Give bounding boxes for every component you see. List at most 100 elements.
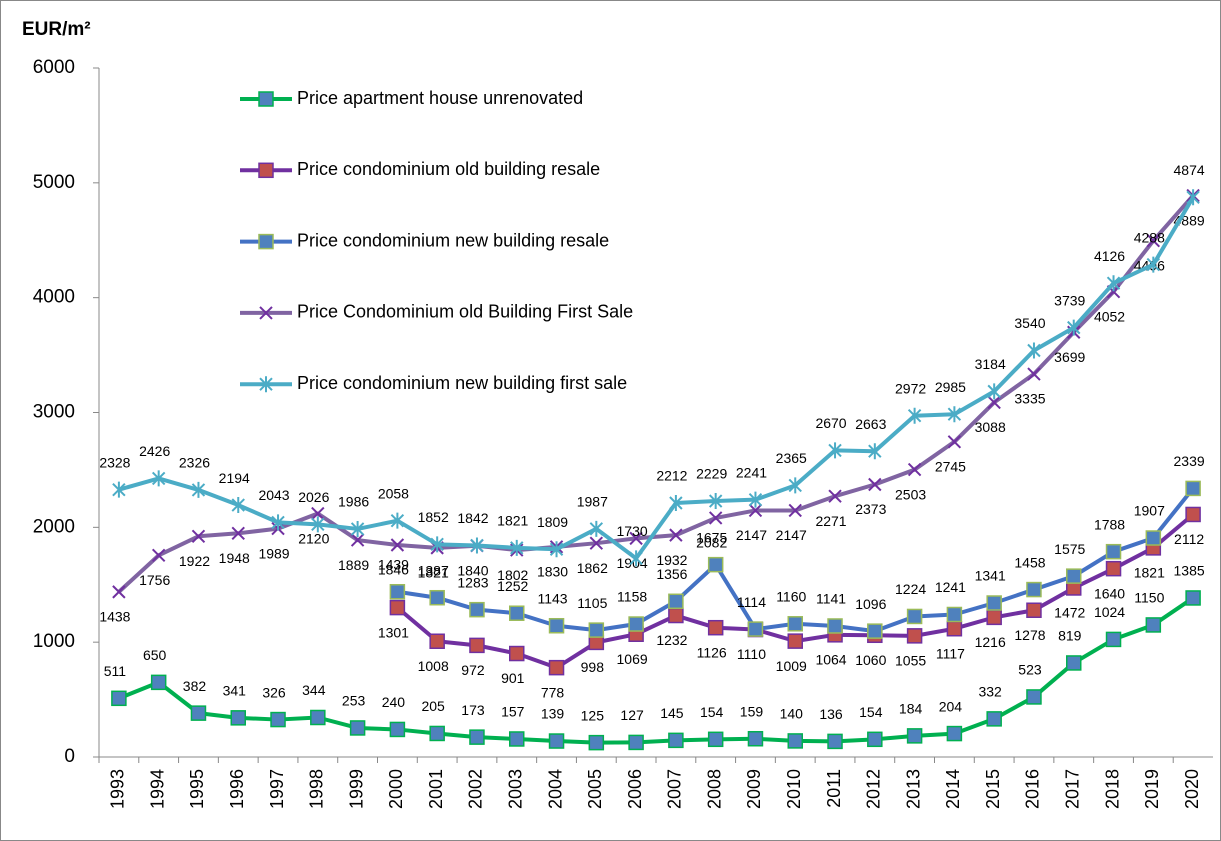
- data-label: 4126: [1094, 248, 1125, 264]
- x-tick-label: 2016: [1023, 769, 1043, 809]
- marker: [1145, 617, 1162, 633]
- marker: [668, 732, 684, 749]
- data-label: 1948: [219, 550, 250, 566]
- marker: [946, 725, 963, 742]
- marker: [349, 720, 366, 736]
- marker: [1027, 367, 1041, 381]
- data-label: 2972: [895, 380, 926, 396]
- data-label: 819: [1058, 628, 1082, 644]
- marker: [548, 617, 565, 634]
- data-label: 511: [104, 663, 127, 679]
- data-label: 4288: [1134, 229, 1165, 245]
- marker: [867, 731, 883, 748]
- data-label: 1821: [418, 565, 449, 581]
- data-label: 1821: [497, 513, 528, 529]
- marker: [390, 538, 405, 552]
- marker: [946, 620, 963, 637]
- x-tick-label: 1999: [346, 769, 366, 809]
- data-label: 650: [143, 647, 167, 663]
- data-label: 4052: [1094, 308, 1125, 324]
- marker: [1105, 631, 1122, 648]
- marker: [190, 705, 207, 721]
- data-label: 2082: [696, 535, 727, 551]
- marker: [589, 536, 604, 550]
- x-tick-label: 1994: [147, 769, 167, 809]
- x-tick-label: 2014: [943, 769, 963, 809]
- marker: [828, 442, 842, 459]
- marker: [230, 710, 246, 726]
- marker: [111, 690, 127, 707]
- data-label: 2147: [736, 527, 767, 543]
- legend-entry: Price Condominium old Building First Sal…: [240, 302, 633, 322]
- marker: [271, 514, 285, 531]
- legend-label: Price Condominium old Building First Sal…: [297, 302, 633, 322]
- marker: [868, 477, 882, 492]
- x-tick-label: 2007: [665, 769, 685, 809]
- data-label: 2426: [139, 443, 170, 459]
- data-label: 1141: [816, 591, 846, 607]
- data-label: 1241: [935, 579, 966, 595]
- marker: [628, 734, 644, 751]
- marker: [906, 628, 923, 644]
- data-label: 3739: [1054, 292, 1085, 308]
- marker: [1186, 189, 1200, 206]
- data-label: 2985: [935, 379, 966, 395]
- data-label: 184: [899, 701, 923, 717]
- data-label: 1862: [577, 560, 608, 576]
- marker: [947, 406, 962, 423]
- marker: [827, 733, 843, 750]
- x-tick-label: 2005: [585, 769, 605, 809]
- legend-entry: Price condominium old building resale: [240, 159, 600, 179]
- marker: [1185, 480, 1201, 497]
- x-tick-label: 1997: [267, 769, 287, 809]
- series: 1439 1387 1283 1252 1143 1105 1158 1356 1675 1114…: [378, 453, 1205, 639]
- data-label: 1055: [895, 653, 926, 669]
- marker: [788, 503, 802, 518]
- marker: [350, 520, 365, 537]
- data-label: 1216: [975, 634, 1006, 650]
- x-tick-label: 2013: [903, 769, 923, 809]
- series: 511 650 382 341 326 344 253 240 205 173 157 139 125 1…: [104, 563, 1205, 751]
- marker: [270, 711, 286, 728]
- data-label: 1117: [936, 645, 965, 661]
- marker: [112, 585, 126, 599]
- x-tick-label: 2011: [824, 769, 844, 808]
- legend-label: Price apartment house unrenovated: [297, 88, 583, 108]
- marker: [1027, 342, 1041, 359]
- data-label: 1064: [815, 652, 846, 668]
- x-tick-label: 1993: [108, 769, 128, 809]
- data-label: 2745: [935, 458, 966, 474]
- y-axis-label: EUR/m²: [22, 19, 91, 40]
- data-label: 1458: [1014, 554, 1045, 570]
- marker: [1066, 655, 1082, 671]
- data-label: 1060: [855, 652, 886, 668]
- x-tick-label: 2003: [506, 769, 526, 809]
- marker: [1185, 506, 1201, 523]
- data-label: 3088: [975, 419, 1006, 435]
- marker: [350, 533, 365, 547]
- marker: [151, 470, 166, 487]
- data-label: 1889: [338, 557, 369, 573]
- data-label: 2112: [1174, 531, 1204, 547]
- marker: [509, 645, 525, 662]
- data-label: 2229: [696, 466, 727, 482]
- x-tick-label: 2002: [466, 769, 486, 809]
- y-tick-label: 5000: [33, 172, 75, 193]
- data-label: 2212: [656, 468, 687, 484]
- marker: [150, 674, 167, 691]
- series-line: [118, 196, 1195, 561]
- marker: [669, 494, 683, 511]
- marker: [708, 493, 723, 510]
- data-label: 1675: [696, 529, 727, 545]
- x-tick-label: 1995: [187, 769, 207, 809]
- marker: [986, 609, 1002, 626]
- x-tick-label: 2015: [983, 769, 1003, 809]
- marker: [629, 531, 643, 546]
- marker: [191, 529, 206, 543]
- marker: [389, 599, 406, 616]
- marker: [748, 503, 763, 518]
- x-tick-label: 2000: [386, 769, 406, 809]
- x-tick-label: 2006: [625, 769, 645, 809]
- data-label: 344: [302, 682, 326, 698]
